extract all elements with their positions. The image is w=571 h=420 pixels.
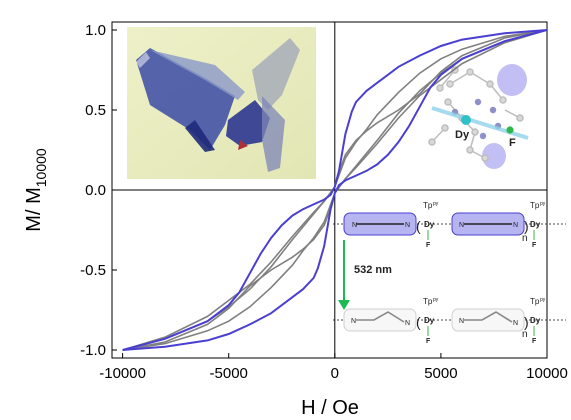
bridge-n-left-4: N xyxy=(459,318,464,325)
zero-axes xyxy=(112,22,547,358)
y-tick-label: 0.5 xyxy=(85,102,106,119)
y-tick-label: -1.0 xyxy=(80,342,106,359)
f-label-3: F xyxy=(426,338,431,345)
tp-label-1: Tp xyxy=(423,201,433,210)
x-tick-label: -10000 xyxy=(99,365,146,382)
dy-label-4: Dy xyxy=(530,316,541,325)
svg-text:M/ M10000: M/ M10000 xyxy=(23,148,49,232)
hysteresis-curves xyxy=(122,29,547,351)
y-tick-label: 1.0 xyxy=(85,22,106,39)
tp-sup-1: py xyxy=(433,201,439,207)
dy-label-3: Dy xyxy=(424,316,435,325)
x-tick-label: 10000 xyxy=(526,365,568,382)
x-tick-label: -5000 xyxy=(210,365,248,382)
tp-label-4: Tp xyxy=(530,297,540,306)
closed-form-unit-2 xyxy=(451,308,525,332)
x-tick-label: 5000 xyxy=(424,365,457,382)
dy-label-2: Dy xyxy=(530,220,541,229)
series-2-lower-branch xyxy=(122,29,547,351)
light-arrow-icon xyxy=(338,300,350,310)
repeat-n-top: n xyxy=(522,233,528,244)
axis-ticks xyxy=(112,29,548,358)
tp-sup-2: py xyxy=(540,201,546,207)
molecule-dy-label: Dy xyxy=(455,129,470,141)
molecule-structure-inset: Dy F xyxy=(428,64,529,169)
svg-text:(: ( xyxy=(416,314,421,330)
light-wavelength-label: 532 nm xyxy=(354,264,392,276)
series-2-upper-branch xyxy=(122,29,547,351)
y-axis-title-main: M/ M xyxy=(23,187,45,231)
y-tick-label: -0.5 xyxy=(80,262,106,279)
bridge-n-right-2: N xyxy=(513,222,518,229)
closed-form-unit-1 xyxy=(343,308,417,332)
tp-sup-3: py xyxy=(433,297,439,303)
bridge-n-right-4: N xyxy=(513,320,518,327)
repeat-n-bottom: n xyxy=(522,329,528,340)
bridge-n-left-1: N xyxy=(352,222,357,229)
bridge-n-left-3: N xyxy=(351,318,356,325)
svg-text:(: ( xyxy=(416,218,421,234)
x-tick-label: 0 xyxy=(331,365,339,382)
y-axis-title: M/ M10000 xyxy=(23,148,49,232)
molecule-f-label: F xyxy=(509,137,516,149)
f-label-1: F xyxy=(426,242,431,249)
series-0-upper-branch xyxy=(122,29,547,351)
y-axis-title-sub: 10000 xyxy=(33,148,49,187)
y-tick-label: 0.0 xyxy=(85,182,106,199)
tick-labels: -10000 -5000 0 5000 10000 -1.0 -0.5 0.0 0.5 1.0 xyxy=(80,22,568,382)
crystal-photo-inset xyxy=(127,27,316,179)
svg-text:): ) xyxy=(524,314,529,330)
bridge-n-right-1: N xyxy=(405,222,410,229)
series-0-lower-branch xyxy=(122,29,547,351)
bridge-n-left-2: N xyxy=(459,222,464,229)
tp-label-3: Tp xyxy=(423,297,433,306)
f-label-2: F xyxy=(532,242,537,249)
x-axis-title: H / Oe xyxy=(301,397,359,419)
dy-label-1: Dy xyxy=(424,220,435,229)
tp-sup-4: py xyxy=(540,297,546,303)
bridge-n-right-3: N xyxy=(405,320,410,327)
f-label-4: F xyxy=(532,338,537,345)
svg-text:): ) xyxy=(524,218,529,234)
tp-label-2: Tp xyxy=(530,201,540,210)
photoswitch-scheme-inset: N N ( Dy Tp py F N N ) Dy Tp py F n 532 … xyxy=(333,201,566,345)
